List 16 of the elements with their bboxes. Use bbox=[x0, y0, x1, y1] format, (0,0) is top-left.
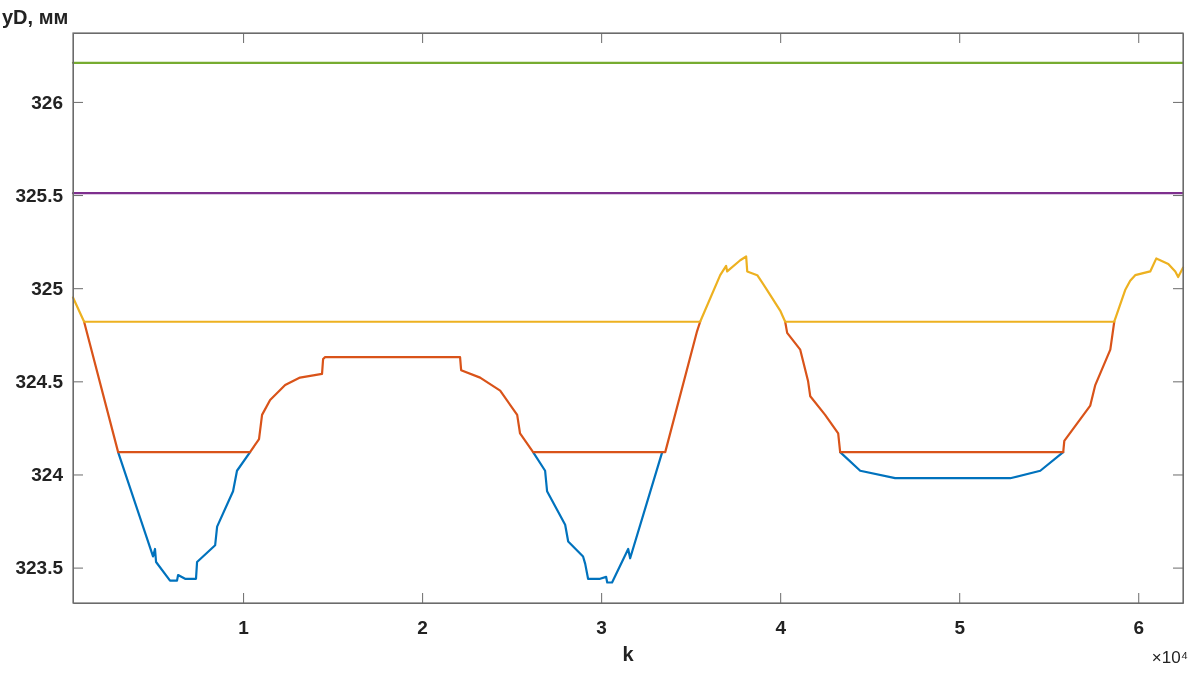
y-tick-label: 325 bbox=[31, 277, 64, 299]
x-axis-title: k bbox=[622, 643, 635, 665]
x-tick-label: 4 bbox=[775, 617, 787, 639]
y-axis-title: yD, мм bbox=[2, 6, 69, 28]
y-tick-label: 324.5 bbox=[15, 370, 64, 392]
x-tick-label: 6 bbox=[1133, 617, 1145, 639]
y-tick-label: 326 bbox=[31, 91, 63, 113]
x-tick-label: 5 bbox=[954, 617, 966, 639]
line-series bbox=[71, 255, 1185, 323]
y-tick-label: 325.5 bbox=[15, 184, 64, 206]
x-tick-label: 3 bbox=[596, 617, 607, 639]
y-tick-label: 324 bbox=[31, 464, 64, 486]
text: ×10⁴ bbox=[1151, 648, 1188, 667]
x-tick-label: 2 bbox=[417, 617, 428, 639]
x-tick-label: 1 bbox=[238, 617, 250, 639]
y-tick-label: 323.5 bbox=[15, 557, 64, 579]
